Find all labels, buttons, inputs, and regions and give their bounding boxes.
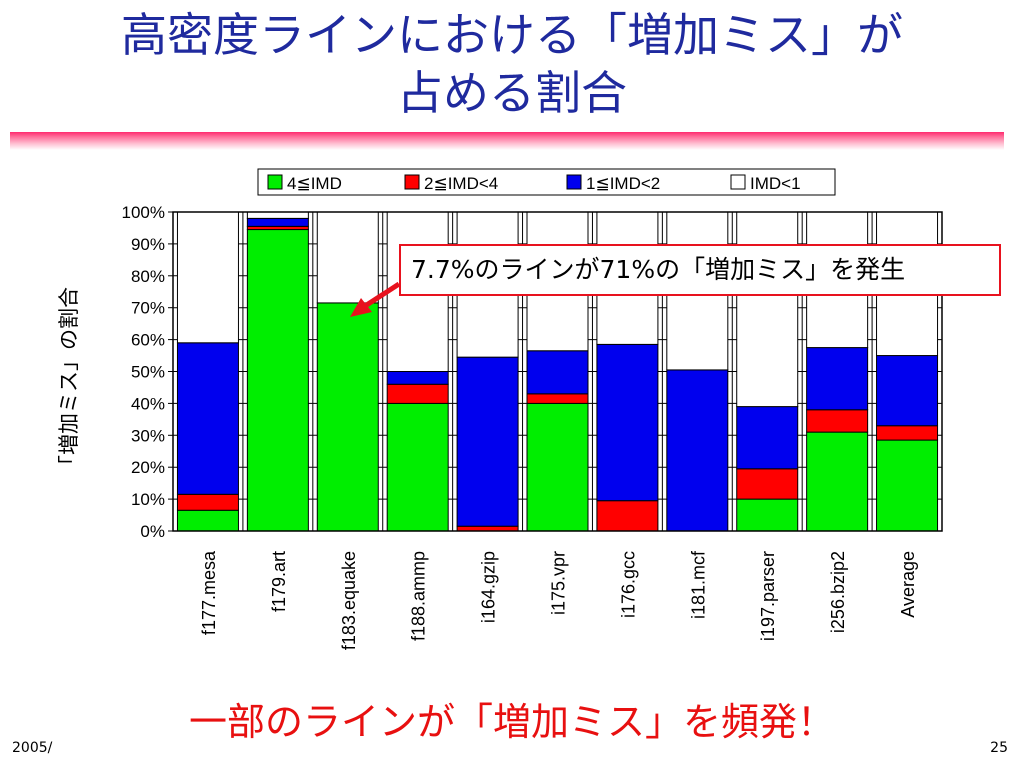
bar-segment — [246, 217, 309, 227]
x-tick-label: f177.mesa — [199, 550, 219, 635]
legend-swatch — [566, 174, 582, 190]
chart-axes — [168, 211, 943, 532]
bar-segment — [176, 211, 239, 344]
slide-title-line-2: 占める割合 — [397, 66, 627, 120]
legend-label: 1≦IMD<2 — [586, 174, 660, 193]
bar-segment — [176, 342, 239, 495]
x-tick-label: i175.vpr — [549, 551, 569, 615]
slide-title: 高密度ラインにおける「増加ミス」が 占める割合 — [0, 6, 1024, 122]
legend-swatch — [730, 174, 746, 190]
bar-segment — [316, 302, 379, 532]
chart-legend: 4≦IMD 2≦IMD<4 1≦IMD<2 IMD<1 — [257, 168, 836, 196]
x-axis-tick-labels: f177.mesa f179.art f183.equake f188.ammp i16… — [199, 550, 918, 650]
bar-segment — [806, 347, 869, 411]
bar-segment — [246, 211, 309, 219]
y-tick-label: 70% — [131, 299, 165, 318]
y-tick-label: 10% — [131, 490, 165, 509]
bar-segment — [876, 355, 939, 427]
footer-date: 2005/ — [12, 740, 53, 756]
y-axis-label: 「増加ミス」の割合 — [58, 287, 81, 476]
bar-segment — [246, 229, 309, 532]
x-tick-label: i176.gcc — [618, 551, 638, 618]
y-axis-tick-labels: 0% 10% 20% 30% 40% 50% 60% 70% 80% 90% 100% — [122, 203, 165, 541]
y-axis-label-group: 「増加ミス」の割合 — [58, 287, 81, 476]
bar-segment — [526, 402, 589, 532]
bar-segment — [526, 350, 589, 395]
bar-segment — [736, 406, 799, 470]
bar-segment — [876, 425, 939, 441]
bar-segment — [526, 393, 589, 404]
y-tick-label: 90% — [131, 235, 165, 254]
legend-label: 2≦IMD<4 — [424, 174, 498, 193]
bar-segment — [316, 211, 379, 304]
y-tick-label: 0% — [140, 522, 165, 541]
x-tick-label: f179.art — [269, 551, 289, 612]
x-tick-label: Average — [898, 551, 918, 618]
y-tick-label: 60% — [131, 331, 165, 350]
x-tick-label: f188.ammp — [409, 551, 429, 641]
callout-arrow-head — [350, 298, 372, 317]
callout-arrow-shaft — [360, 281, 401, 311]
bar-segment — [666, 369, 729, 532]
bar-segment — [386, 371, 449, 385]
legend-swatch — [404, 174, 420, 190]
y-tick-label: 50% — [131, 363, 165, 382]
bar-segment — [176, 509, 239, 532]
bar-segment — [736, 468, 799, 500]
bottom-note: 一部のラインが「増加ミス」を頻発！ — [188, 700, 835, 744]
legend-label: IMD<1 — [750, 174, 801, 193]
x-tick-label: i197.parser — [758, 551, 778, 641]
legend-box — [257, 168, 836, 196]
bar-segment — [456, 356, 519, 527]
x-tick-label: i164.gzip — [479, 551, 499, 623]
y-tick-label: 100% — [122, 203, 165, 222]
bar-segment — [386, 383, 449, 404]
bar-segment — [386, 402, 449, 532]
y-tick-label: 30% — [131, 426, 165, 445]
bar-segment — [736, 498, 799, 532]
callout-arrow — [350, 281, 401, 317]
x-tick-label: f183.equake — [339, 551, 359, 650]
bar-segment — [596, 500, 659, 532]
bar-segment — [806, 409, 869, 433]
bar-segment — [876, 439, 939, 532]
legend-swatch — [267, 174, 283, 190]
slide-title-line-1: 高密度ラインにおける「増加ミス」が — [121, 8, 903, 62]
x-tick-label: i181.mcf — [688, 550, 708, 619]
bar-segment — [176, 493, 239, 511]
y-tick-label: 20% — [131, 458, 165, 477]
legend-label: 4≦IMD — [287, 174, 342, 193]
y-tick-label: 40% — [131, 394, 165, 413]
page-number: 25 — [990, 740, 1008, 756]
bar-segment — [806, 431, 869, 532]
x-tick-label: i256.bzip2 — [828, 551, 848, 633]
title-divider — [10, 132, 1004, 150]
bar-segment — [596, 343, 659, 502]
y-tick-label: 80% — [131, 267, 165, 286]
bar-segment — [736, 211, 799, 408]
callout-box: 7.7%のラインが71%の「増加ミス」を発生 — [399, 244, 1001, 296]
